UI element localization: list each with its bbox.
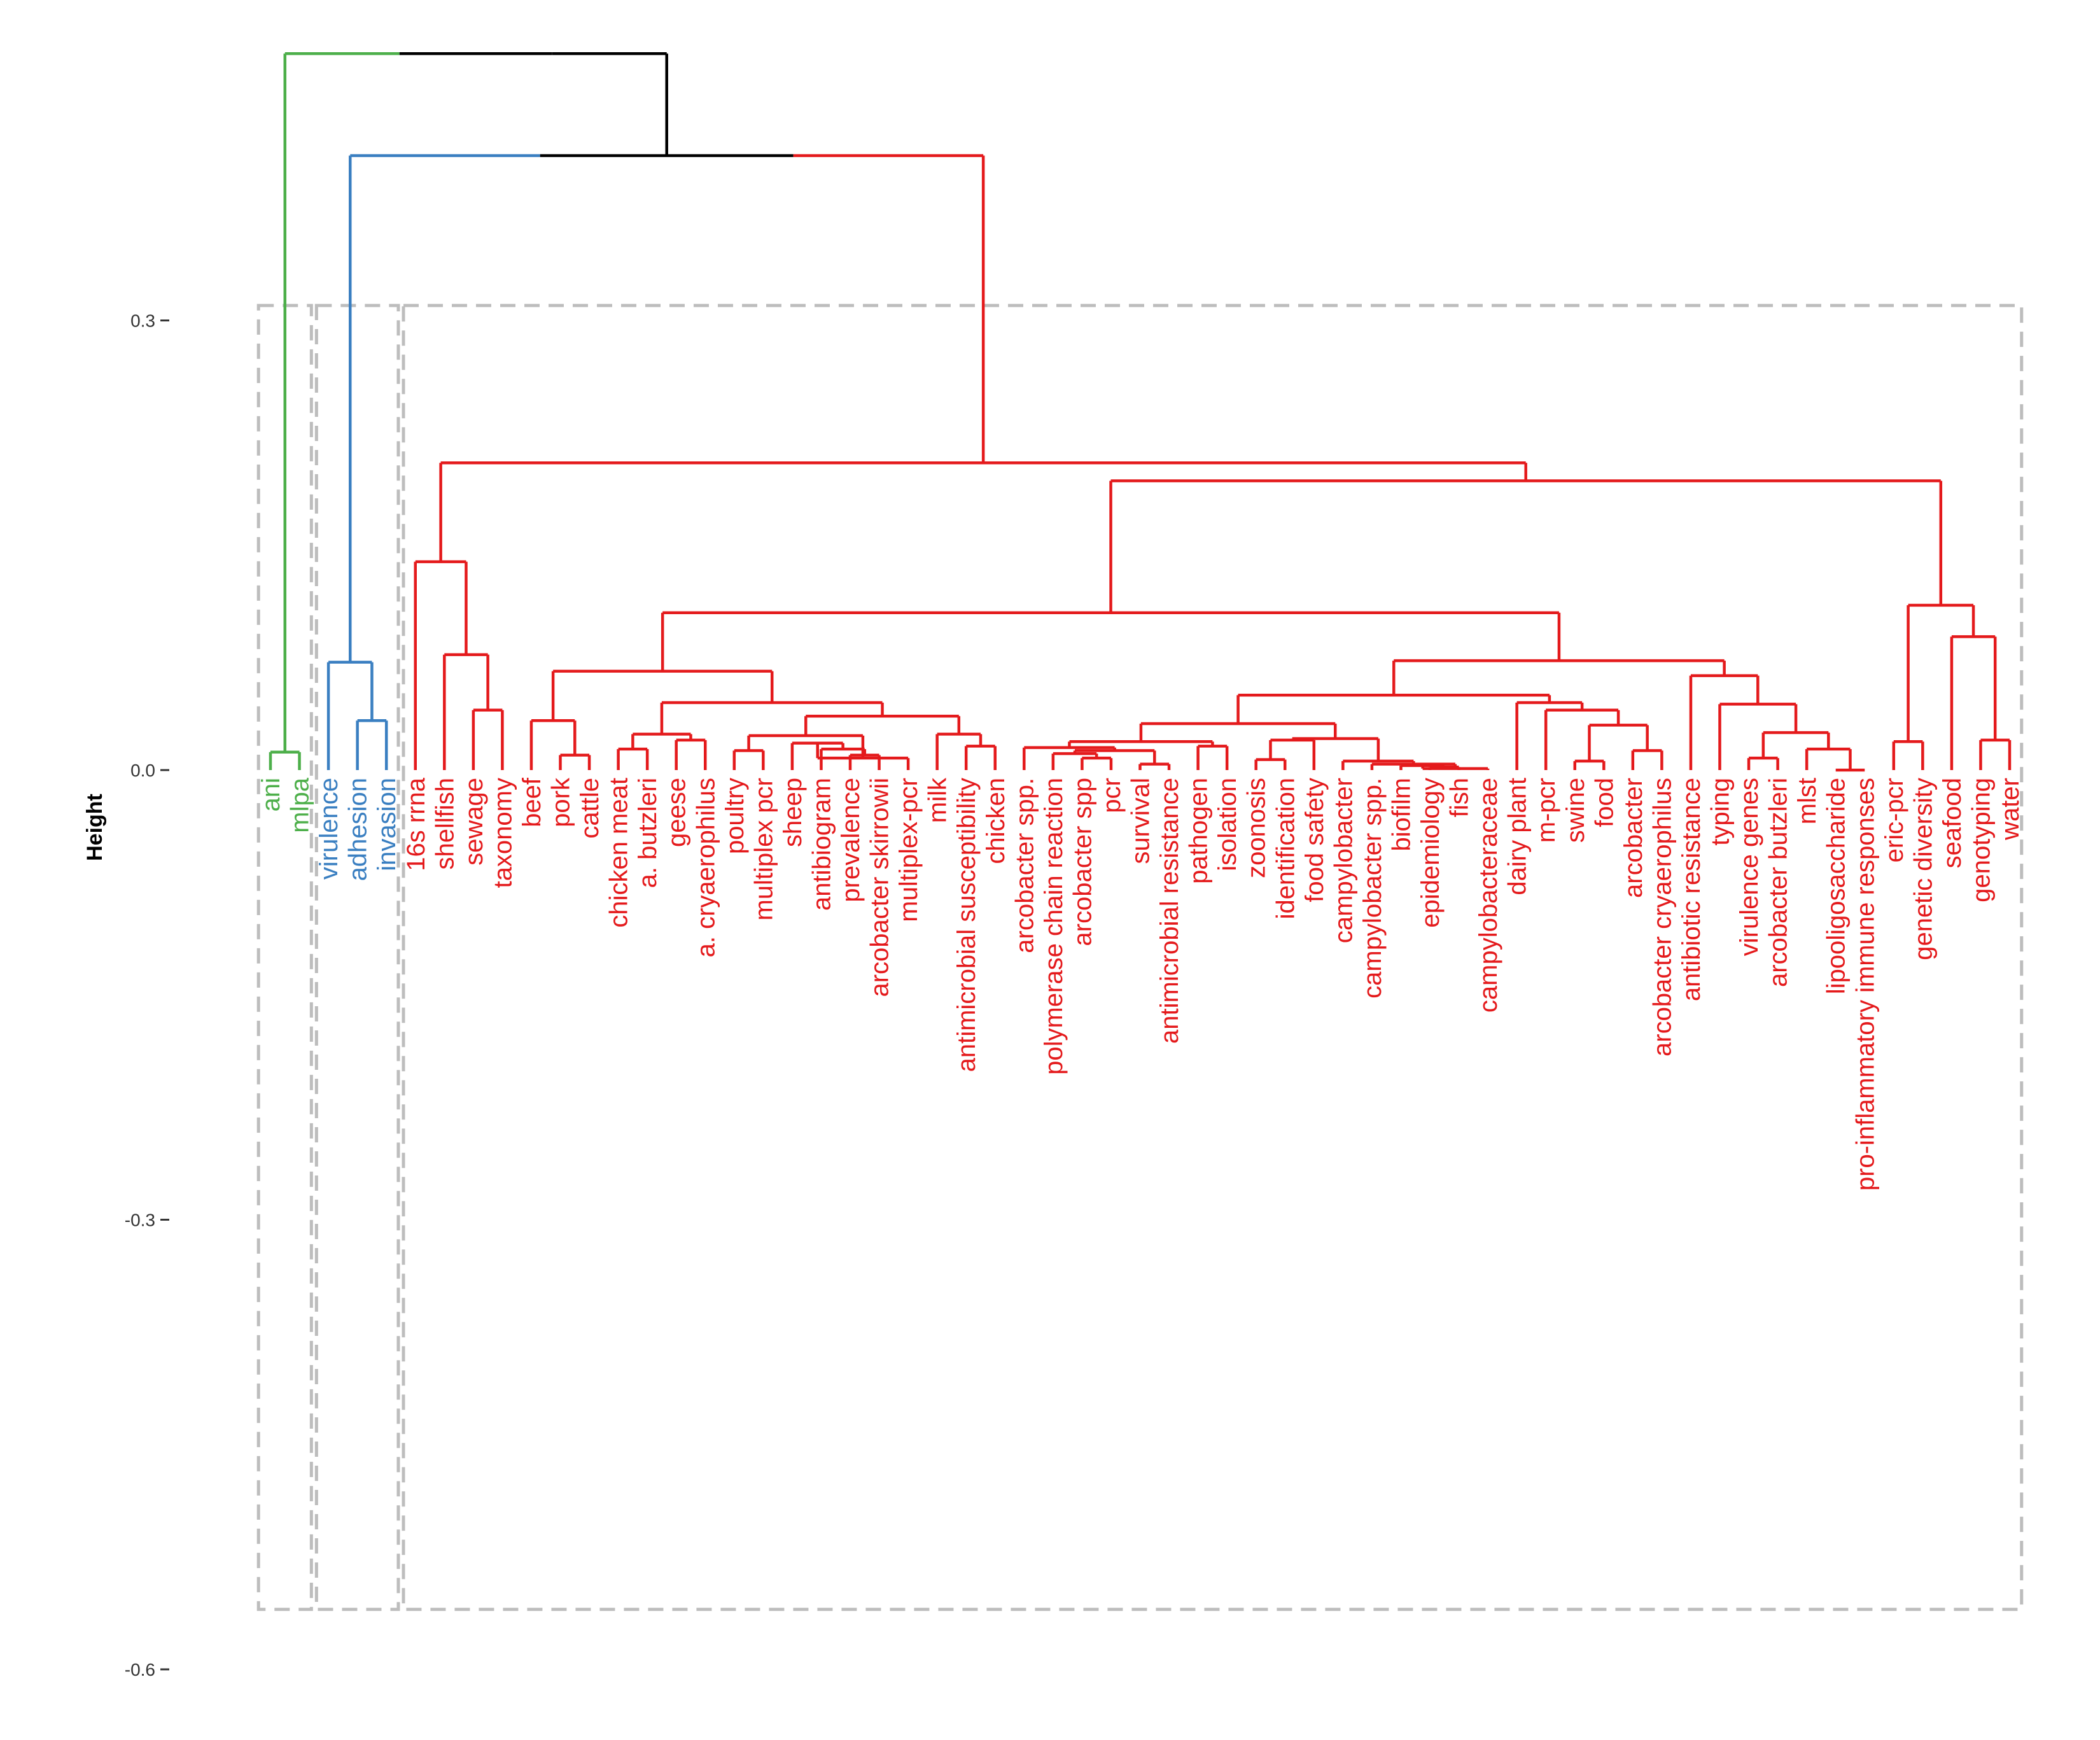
leaf-label: arcobacter cryaerophilus [1648,778,1676,1056]
leaf-label: water [1996,778,2024,841]
leaf-label: typing [1707,778,1735,846]
leaf-label: a. butzleri [634,778,662,888]
leaf-label: pork [547,777,575,827]
leaf-label: beef [518,777,546,827]
cluster-box [314,304,400,1611]
y-axis: 0.3 0.0 -0.3 -0.6 [125,311,169,1680]
leaf-label: adhesion [344,778,372,881]
leaf-label: swine [1562,778,1590,843]
leaf-label: poultry [721,778,749,854]
leaf-label: arcobacter spp [1068,778,1096,946]
leaf-label: virulence genes [1735,778,1763,956]
leaf-label: arcobacter butzleri [1765,778,1793,987]
leaf-label: antibiotic resistance [1677,778,1705,1001]
cluster-boxes [256,304,2024,1611]
leaf-label: chicken [982,778,1010,864]
leaf-label: sheep [779,778,807,847]
leaf-label: antibiogram [808,778,836,911]
leaf-label: antimicrobial resistance [1156,778,1184,1044]
leaf-label: pcr [1098,778,1126,813]
leaf-label: 16s rrna [402,777,430,871]
leaf-label: genetic diversity [1909,778,1937,960]
leaf-label: shellfish [431,778,459,870]
leaf-label: mlpa [286,777,314,832]
y-axis-title: Height [83,794,107,861]
y-tick-label: 0.3 [130,311,155,331]
leaf-label: epidemiology [1417,778,1445,928]
leaf-label: fish [1446,778,1474,817]
y-tick-label: -0.6 [125,1660,155,1680]
leaf-label: campylobacter spp. [1359,778,1387,999]
leaf-label: lipooligosaccharide [1823,778,1851,994]
leaf-label: a. cryaerophilus [692,778,720,957]
leaf-label: arcobacter skirrowii [866,778,894,997]
leaf-label: genotyping [1967,778,1995,902]
cluster-box [402,304,2024,1611]
leaf-label: isolation [1214,778,1242,871]
leaf-label: arcobacter [1620,778,1648,898]
leaf-label: prevalence [837,778,865,902]
leaf-label: taxonomy [489,778,517,888]
leaf-label: identification [1271,778,1299,919]
leaf-label: campylobacteraceae [1474,778,1502,1013]
leaf-labels: ani mlpa virulence adhesion invasion 16s rrna… [257,777,2024,1191]
leaf-label: chicken meat [605,778,633,928]
leaf-label: antimicrobial susceptibility [953,778,981,1072]
dendrogram-branches [269,52,2012,772]
leaf-label: eric-pcr [1880,778,1908,862]
leaf-label: multiplex-pcr [895,778,923,922]
leaf-label: food safety [1301,778,1329,902]
leaf-label: cattle [576,778,604,839]
leaf-label: virulence [315,778,343,880]
leaf-label: milk [924,777,952,823]
leaf-label: survival [1127,778,1155,864]
leaf-label: polymerase chain reaction [1040,778,1068,1075]
leaf-label: food [1590,778,1618,827]
y-tick-label: -0.3 [125,1210,155,1230]
leaf-label: pro-inflammatory immune responses [1851,778,1879,1191]
y-tick-label: 0.0 [130,761,155,780]
leaf-label: m-pcr [1532,778,1560,843]
leaf-label: zoonosis [1243,778,1271,878]
leaf-label: pathogen [1185,778,1213,884]
leaf-label: arcobacter spp. [1011,778,1039,953]
leaf-label: dairy plant [1504,778,1532,895]
leaf-label: seafood [1938,778,1966,868]
leaf-label: biofilm [1387,778,1415,852]
leaf-label: campylobacter [1329,778,1357,943]
leaf-label: sewage [460,778,488,866]
leaf-label: ani [257,778,285,811]
leaf-label: geese [663,778,691,847]
leaf-label: mlst [1793,778,1821,824]
leaf-label: invasion [373,778,401,871]
leaf-label: multiplex pcr [750,778,778,921]
